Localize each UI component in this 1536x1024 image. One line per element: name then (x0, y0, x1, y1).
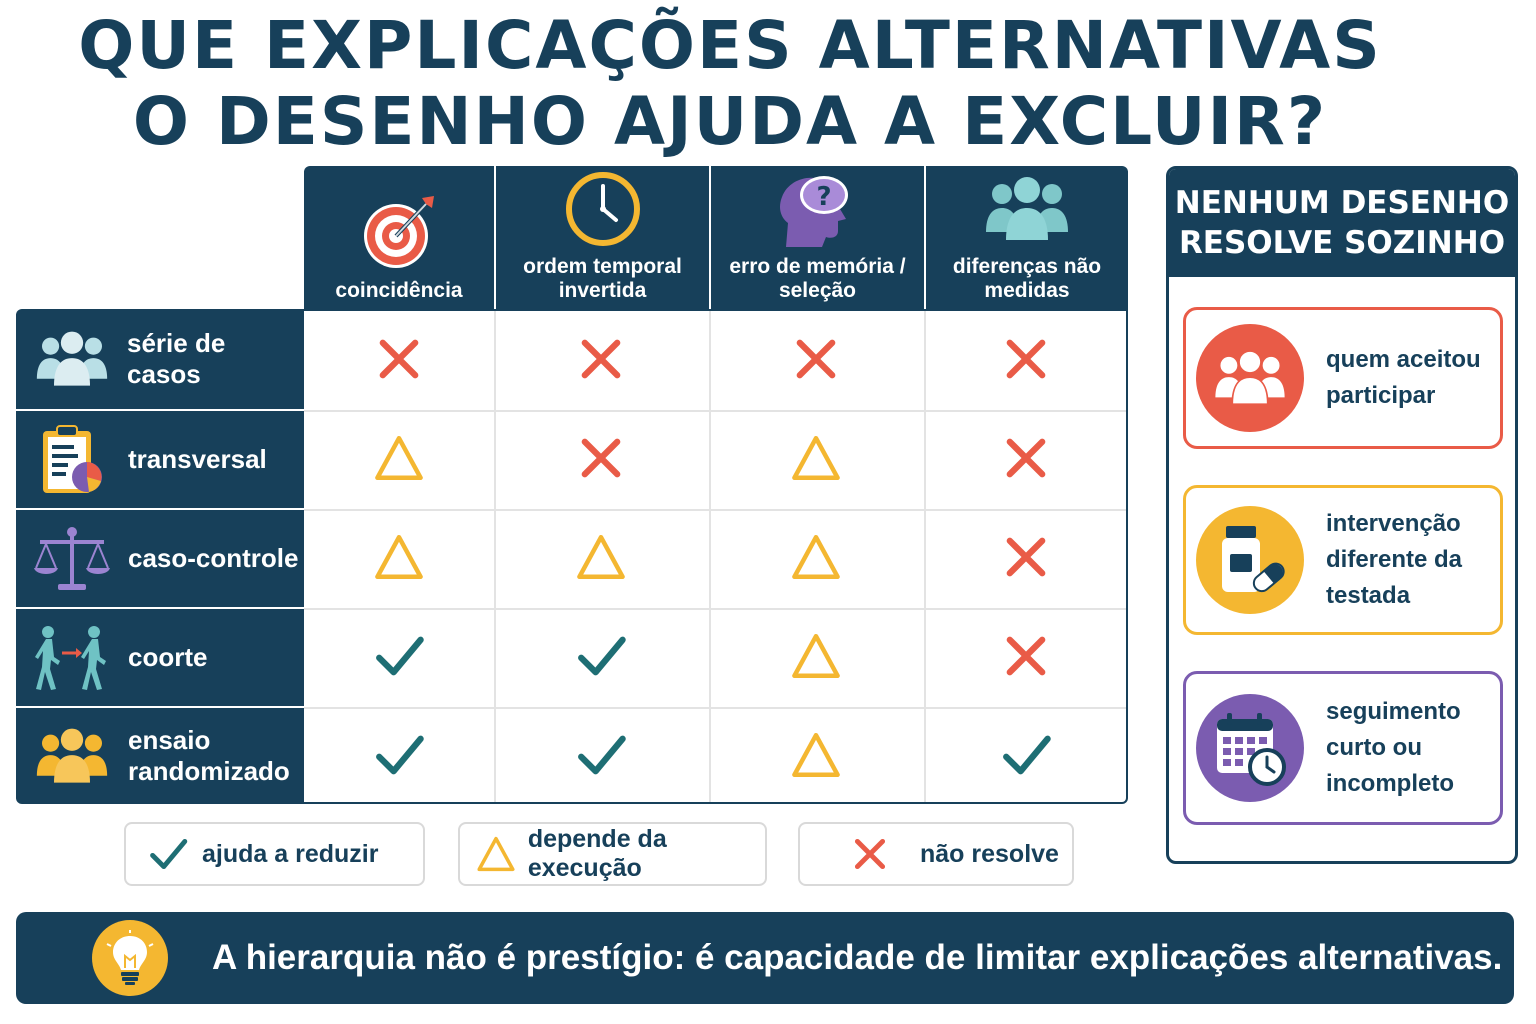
side-card-follow-up: seguimento curto ou incompleto (1183, 671, 1503, 825)
x-icon (846, 830, 894, 878)
side-panel-title: NENHUM DESENHO RESOLVE SOZINHO (1169, 169, 1515, 277)
check-icon (571, 626, 631, 686)
legend-label: não resolve (920, 839, 1059, 868)
x-icon (369, 329, 429, 389)
row-label: série de casos (127, 328, 226, 389)
triangle-icon (369, 428, 429, 488)
legend-item-x: não resolve (798, 822, 1074, 886)
lightbulb-icon (92, 920, 168, 996)
check-icon (369, 626, 429, 686)
calendar-clock-icon (1196, 694, 1304, 802)
row-label: ensaio randomizado (128, 725, 290, 786)
legend-item-check: ajuda a reduzir (124, 822, 425, 886)
people-group-icon (982, 169, 1072, 249)
head-question-icon: ? (773, 169, 863, 249)
column-header-temporal-order: ordem temporal invertida (496, 166, 709, 309)
footer-banner: A hierarquia não é prestígio: é capacida… (16, 912, 1514, 1004)
walking-people-icon (32, 621, 112, 695)
triangle-icon (369, 527, 429, 587)
footer-text: A hierarquia não é prestígio: é capacida… (212, 938, 1503, 977)
triangle-icon (571, 527, 631, 587)
side-card-intervention: intervenção diferente da testada (1183, 485, 1503, 635)
column-label: erro de memória / seleção (729, 255, 906, 302)
row-label: caso-controle (128, 543, 299, 573)
svg-text:?: ? (816, 182, 831, 212)
clipboard-chart-icon (32, 423, 112, 497)
x-icon (996, 626, 1056, 686)
x-icon (996, 329, 1056, 389)
balance-scale-icon (32, 522, 112, 596)
people-group-icon (32, 719, 112, 793)
triangle-icon (474, 830, 518, 878)
legend-label: ajuda a reduzir (202, 839, 379, 868)
page-title: QUE EXPLICAÇÕES ALTERNATIVAS O DESENHO A… (0, 8, 1460, 160)
check-icon (144, 830, 192, 878)
column-header-unmeasured-differences: diferenças não medidas (926, 166, 1128, 309)
check-icon (369, 725, 429, 785)
pill-bottle-icon (1196, 506, 1304, 614)
triangle-icon (786, 527, 846, 587)
column-label: diferenças não medidas (952, 255, 1102, 302)
check-icon (571, 725, 631, 785)
legend-item-triangle: depende da execução (458, 822, 767, 886)
row-label: coorte (128, 642, 208, 672)
matrix-grid (304, 309, 1128, 804)
side-card-text: quem aceitou participar (1326, 346, 1481, 409)
column-label: coincidência (335, 279, 463, 302)
check-icon (996, 725, 1056, 785)
triangle-icon (786, 725, 846, 785)
column-header-coincidence: coincidência (304, 166, 494, 309)
row-header-cross-sectional: transversal (16, 411, 304, 508)
row-header-case-series: série de casos (16, 309, 304, 409)
side-card-text: seguimento curto ou incompleto (1326, 698, 1461, 797)
column-label: ordem temporal invertida (523, 255, 682, 302)
row-header-case-control: caso-controle (16, 510, 304, 607)
row-header-randomized-trial: ensaio randomizado (16, 708, 304, 804)
x-icon (786, 329, 846, 389)
design-matrix: coincidência ordem temporal invertida ? … (16, 166, 1128, 804)
title-line-2: O DESENHO AJUDA A EXCLUIR? (132, 83, 1328, 160)
people-group-icon (1196, 324, 1304, 432)
row-header-cohort: coorte (16, 609, 304, 706)
x-icon (996, 428, 1056, 488)
triangle-icon (786, 626, 846, 686)
legend-label: depende da execução (527, 825, 667, 882)
target-icon (354, 193, 444, 273)
column-header-memory-error: ? erro de memória / seleção (711, 166, 924, 309)
title-line-1: QUE EXPLICAÇÕES ALTERNATIVAS (78, 7, 1382, 84)
x-icon (996, 527, 1056, 587)
x-icon (571, 329, 631, 389)
side-card-participation: quem aceitou participar (1183, 307, 1503, 449)
people-group-icon (32, 322, 111, 396)
triangle-icon (786, 428, 846, 488)
row-label: transversal (128, 444, 267, 474)
side-panel: NENHUM DESENHO RESOLVE SOZINHO quem acei… (1166, 166, 1518, 864)
x-icon (571, 428, 631, 488)
side-card-text: intervenção diferente da testada (1326, 510, 1463, 609)
clock-icon (558, 169, 648, 249)
